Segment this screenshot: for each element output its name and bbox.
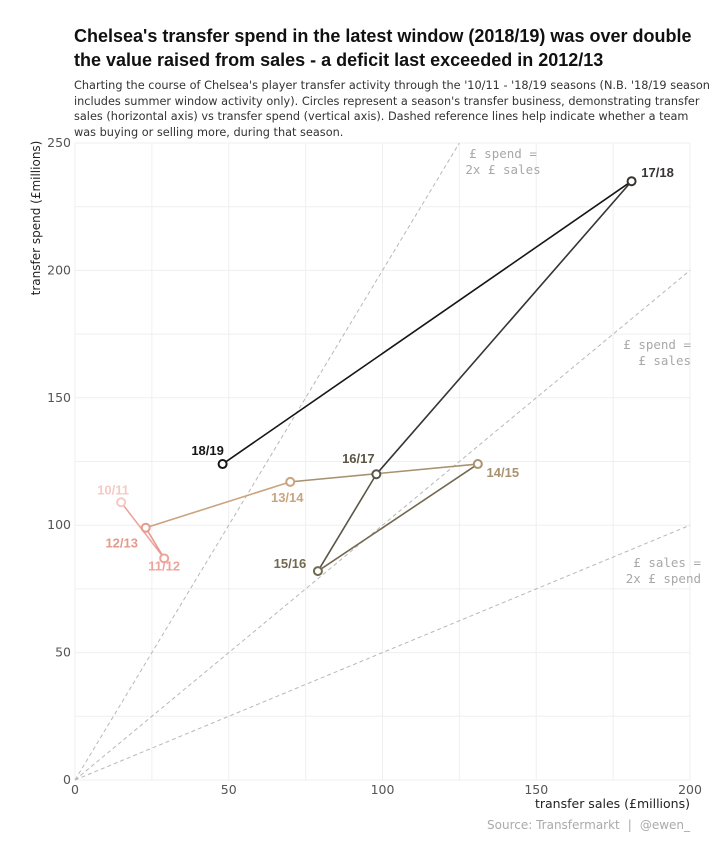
source-credit: Source: Transfermarkt (487, 818, 620, 832)
gridlines (74, 142, 691, 781)
reference-line-label: 2x £ sales (465, 162, 540, 177)
data-point[interactable] (140, 522, 151, 533)
reference-line-label: £ spend = (469, 146, 537, 161)
caption-separator: | (627, 818, 632, 832)
x-tick-label: 150 (524, 782, 548, 797)
data-label: 17/18 (641, 165, 674, 180)
x-tick-label: 50 (221, 782, 237, 797)
trajectory-segment (145, 527, 165, 559)
y-tick-label: 100 (47, 517, 71, 532)
data-point[interactable] (371, 469, 382, 480)
y-tick-label: 200 (47, 262, 71, 277)
data-label: 10/11 (97, 482, 129, 497)
reference-line-label: £ spend = (623, 337, 691, 352)
reference-line-label: £ sales = (633, 555, 701, 570)
data-point[interactable] (626, 176, 637, 187)
data-label: 14/15 (487, 465, 520, 480)
axes: transfer spend (£millions) transfer sale… (29, 135, 702, 811)
reference-line (74, 270, 691, 781)
data-point[interactable] (159, 553, 170, 564)
data-label: 15/16 (274, 556, 307, 571)
y-tick-label: 250 (47, 135, 71, 150)
y-axis-label: transfer spend (£millions) (29, 141, 43, 296)
x-tick-label: 100 (371, 782, 395, 797)
trajectory-segment (145, 481, 291, 529)
trajectory-segment (290, 463, 478, 483)
reference-line (74, 524, 691, 781)
x-tick-label: 0 (71, 782, 79, 797)
y-tick-label: 50 (55, 645, 71, 660)
data-label: 13/14 (271, 490, 304, 505)
data-point[interactable] (312, 566, 323, 577)
x-axis-label: transfer sales (£millions) (535, 796, 690, 811)
data-point[interactable] (217, 459, 228, 470)
data-point[interactable] (285, 476, 296, 487)
x-tick-label: 200 (678, 782, 702, 797)
data-label: 16/17 (342, 451, 375, 466)
data-label: 18/19 (191, 443, 224, 458)
trajectory-segment (317, 463, 479, 572)
trajectory-segment (222, 180, 633, 465)
data-label: 12/13 (105, 536, 138, 551)
chart-subtitle: Charting the course of Chelsea's player … (74, 79, 710, 139)
reference-line-label: 2x £ spend (626, 571, 701, 586)
y-tick-label: 150 (47, 390, 71, 405)
series: 10/11 11/12 12/13 13/14 14/15 15/16 16/17 17/18… (97, 165, 674, 577)
data-point[interactable] (472, 459, 483, 470)
reference-line (74, 142, 460, 781)
trajectory-segment (317, 473, 378, 572)
reference-line-label: £ sales (638, 353, 691, 368)
trajectory-segment (375, 180, 633, 475)
y-tick-label: 0 (63, 772, 71, 787)
reference-lines: £ spend =2x £ sales£ spend =£ sales£ sal… (74, 142, 701, 781)
chart-title: Chelsea's transfer spend in the latest w… (74, 26, 692, 70)
data-label: 11/12 (148, 558, 180, 573)
data-point[interactable] (116, 497, 127, 508)
caption: Source: Transfermarkt | @ewen_ (487, 818, 690, 832)
author-credit: @ewen_ (639, 818, 690, 832)
